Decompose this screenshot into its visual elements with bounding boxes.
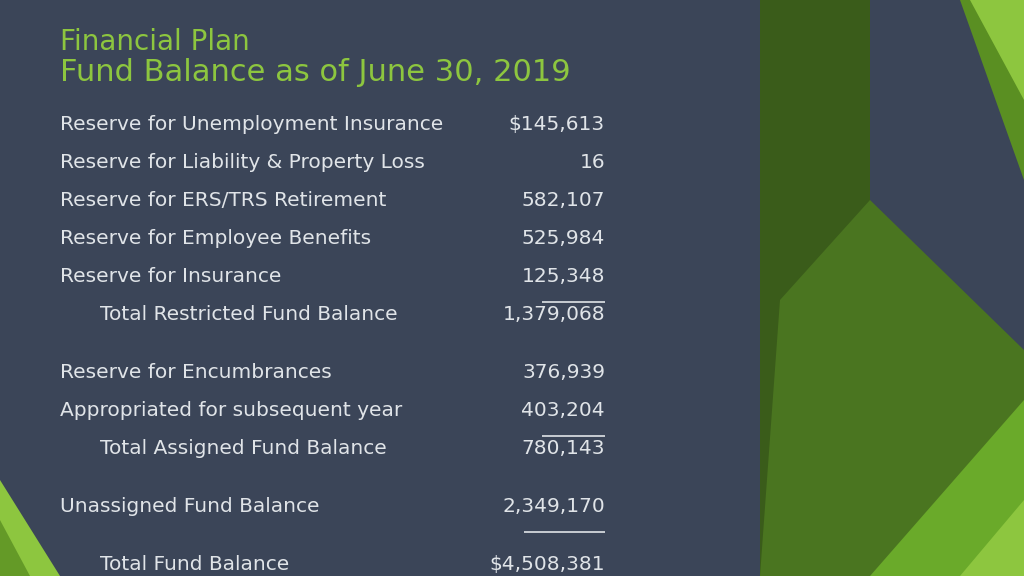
Text: Reserve for Encumbrances: Reserve for Encumbrances (60, 363, 332, 382)
Text: Total Fund Balance: Total Fund Balance (100, 555, 289, 574)
Text: Reserve for Unemployment Insurance: Reserve for Unemployment Insurance (60, 115, 443, 134)
Polygon shape (760, 200, 1024, 576)
Text: Total Restricted Fund Balance: Total Restricted Fund Balance (100, 305, 397, 324)
Text: Reserve for Insurance: Reserve for Insurance (60, 267, 282, 286)
Text: Fund Balance as of June 30, 2019: Fund Balance as of June 30, 2019 (60, 58, 570, 87)
Text: 16: 16 (580, 153, 605, 172)
Polygon shape (870, 0, 1024, 100)
Polygon shape (0, 520, 30, 576)
Text: $145,613: $145,613 (509, 115, 605, 134)
Text: Total Assigned Fund Balance: Total Assigned Fund Balance (100, 439, 387, 458)
Polygon shape (961, 500, 1024, 576)
Text: 125,348: 125,348 (521, 267, 605, 286)
Text: Reserve for ERS/TRS Retirement: Reserve for ERS/TRS Retirement (60, 191, 386, 210)
Text: 2,349,170: 2,349,170 (502, 497, 605, 516)
Text: 403,204: 403,204 (521, 401, 605, 420)
Text: 525,984: 525,984 (521, 229, 605, 248)
Text: $4,508,381: $4,508,381 (489, 555, 605, 574)
Text: 376,939: 376,939 (522, 363, 605, 382)
Text: Financial Plan: Financial Plan (60, 28, 250, 56)
Text: Unassigned Fund Balance: Unassigned Fund Balance (60, 497, 319, 516)
Polygon shape (0, 480, 60, 576)
Text: 780,143: 780,143 (521, 439, 605, 458)
Text: Reserve for Employee Benefits: Reserve for Employee Benefits (60, 229, 371, 248)
Text: Reserve for Liability & Property Loss: Reserve for Liability & Property Loss (60, 153, 425, 172)
Text: 1,379,068: 1,379,068 (503, 305, 605, 324)
Polygon shape (870, 400, 1024, 576)
Polygon shape (820, 0, 1024, 180)
Text: Appropriated for subsequent year: Appropriated for subsequent year (60, 401, 402, 420)
Polygon shape (760, 0, 870, 576)
Text: 582,107: 582,107 (521, 191, 605, 210)
